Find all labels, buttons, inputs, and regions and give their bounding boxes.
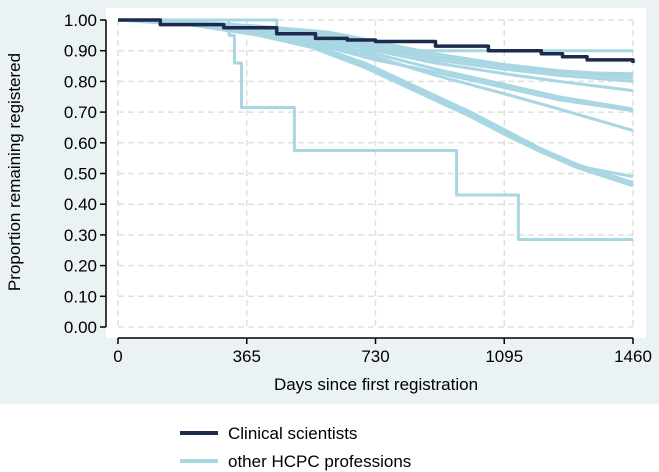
y-tick-label: 0.90 [64, 42, 97, 61]
y-tick-label: 0.40 [64, 195, 97, 214]
grid-layer [117, 19, 634, 328]
x-axis-label: Days since first registration [274, 375, 478, 394]
series-line-clinical-scientists [118, 18, 635, 63]
series-layer [117, 18, 635, 241]
legend-label: Clinical scientists [228, 424, 357, 443]
y-tick-label: 0.70 [64, 103, 97, 122]
y-tick-label: 0.20 [64, 257, 97, 276]
legend-label: other HCPC professions [228, 452, 411, 471]
x-tick-label: 1460 [614, 347, 652, 366]
y-tick-label: 0.80 [64, 72, 97, 91]
y-tick-label: 0.00 [64, 318, 97, 337]
y-tick-label: 0.10 [64, 287, 97, 306]
x-tick-label: 0 [113, 347, 122, 366]
x-tick-label: 365 [233, 347, 261, 366]
series-line-other-profession [118, 18, 633, 241]
x-tick-label: 730 [361, 347, 389, 366]
legend: Clinical scientists other HCPC profession… [180, 424, 411, 471]
axis-layer: 0.00 0.10 0.20 0.30 0.40 0.50 0.60 0.70 0.80 0.90… [64, 11, 652, 366]
y-tick-label: 0.50 [64, 165, 97, 184]
legend-box [0, 404, 659, 472]
y-tick-label: 0.30 [64, 226, 97, 245]
x-tick-label: 1095 [485, 347, 523, 366]
y-axis-label: Proportion remaining registered [5, 53, 24, 291]
y-tick-label: 0.60 [64, 134, 97, 153]
series-line-other-profession [117, 18, 634, 113]
y-tick-label: 1.00 [64, 11, 97, 30]
